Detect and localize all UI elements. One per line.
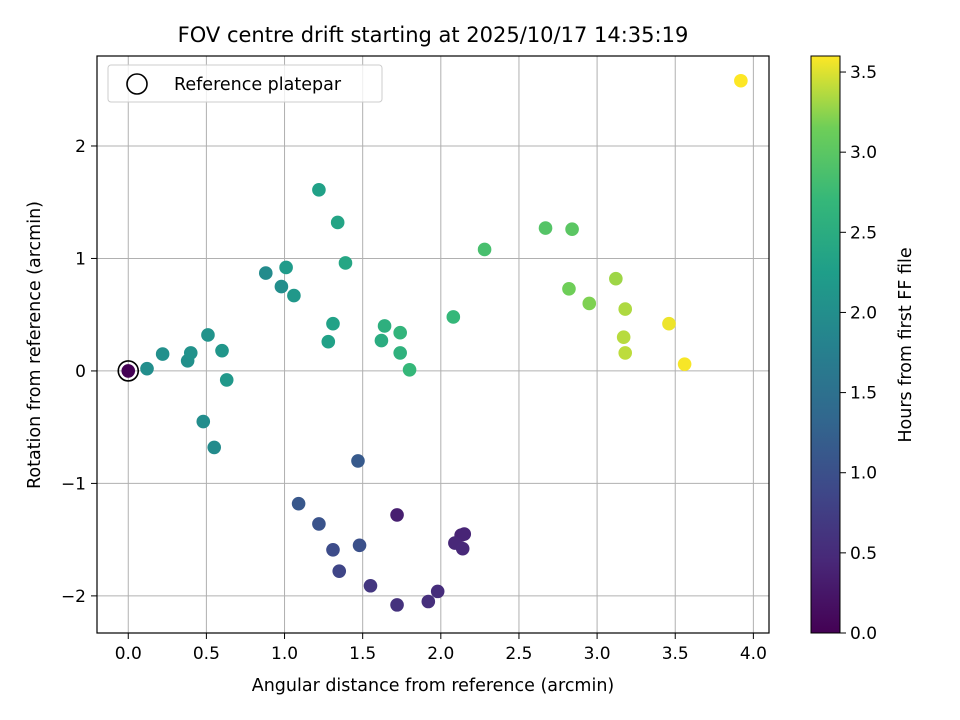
legend: Reference platepar — [107, 64, 383, 103]
data-point — [258, 266, 273, 280]
y-axis: −2 −1 0 1 2 — [61, 137, 97, 607]
x-tick-label: 4.0 — [740, 644, 767, 664]
x-axis-label: Angular distance from reference (arcmin) — [252, 676, 615, 696]
data-point — [332, 564, 347, 578]
y-tick-label: 1 — [75, 249, 86, 269]
data-point — [565, 222, 579, 237]
data-point — [183, 346, 198, 360]
colorbar-tick-label: 3.5 — [850, 63, 877, 83]
scatter-points — [117, 73, 748, 612]
y-tick-label: −2 — [61, 587, 86, 607]
y-tick-label: 0 — [75, 362, 86, 382]
data-point — [291, 496, 306, 511]
colorbar-tick-label: 2.5 — [850, 223, 877, 243]
colorbar-tick-label: 0.0 — [850, 624, 877, 644]
colorbar-tick-label: 2.0 — [850, 303, 877, 323]
data-point — [121, 364, 136, 378]
data-point — [662, 316, 676, 331]
data-point — [219, 373, 234, 387]
colorbar-tick-label: 3.0 — [850, 143, 877, 163]
data-point — [582, 296, 597, 311]
data-point — [618, 302, 633, 316]
colorbar-gradient — [810, 55, 841, 634]
y-tick-label: −1 — [61, 474, 86, 494]
y-tick-label: 2 — [75, 137, 86, 157]
data-point — [616, 330, 631, 344]
colorbar-ticks: 0.0 0.5 1.0 1.5 2.0 2.5 3.0 3.5 — [840, 63, 877, 644]
data-point — [326, 542, 340, 557]
data-point — [455, 541, 470, 556]
data-point — [155, 347, 170, 361]
legend-reference-marker — [126, 73, 148, 95]
colorbar-tick-label: 0.5 — [850, 544, 877, 564]
data-point — [609, 271, 623, 286]
data-point — [734, 73, 748, 88]
legend-entry-reference-platepar: Reference platepar — [174, 75, 342, 95]
plot-area — [97, 56, 769, 633]
colorbar-label: Hours from first FF file — [896, 247, 916, 442]
data-point — [326, 316, 340, 331]
data-point — [457, 527, 472, 541]
x-tick-label: 1.5 — [349, 644, 376, 664]
data-point — [562, 282, 576, 296]
x-tick-label: 0.5 — [193, 644, 220, 664]
data-point — [618, 346, 633, 360]
reference-marker — [117, 360, 140, 382]
data-point — [140, 361, 154, 376]
x-tick-label: 0.0 — [115, 644, 142, 664]
x-tick-label: 2.5 — [505, 644, 532, 664]
data-point — [421, 594, 436, 609]
data-point — [330, 215, 345, 230]
data-point — [196, 414, 211, 429]
data-point — [430, 584, 445, 599]
colorbar-tick-label: 1.5 — [850, 384, 877, 404]
data-point — [393, 325, 407, 340]
data-point — [393, 346, 407, 360]
y-axis-label: Rotation from reference (arcmin) — [25, 201, 45, 489]
data-point — [377, 319, 392, 333]
x-tick-label: 3.5 — [662, 644, 689, 664]
data-point — [538, 221, 553, 235]
colorbar: 0.0 0.5 1.0 1.5 2.0 2.5 3.0 3.5 Hours from firs… — [810, 55, 916, 644]
data-point — [402, 363, 417, 377]
data-point — [338, 256, 353, 270]
x-tick-label: 1.0 — [271, 644, 298, 664]
chart-title: FOV centre drift starting at 2025/10/17 … — [178, 23, 689, 47]
data-point — [215, 343, 229, 358]
data-point — [207, 440, 222, 455]
data-point — [201, 328, 215, 342]
data-point — [351, 454, 365, 468]
data-point — [446, 310, 461, 324]
colorbar-tick-label: 1.0 — [850, 464, 877, 484]
data-point — [312, 517, 326, 531]
data-point — [390, 598, 404, 612]
data-point — [390, 508, 404, 522]
data-point — [274, 279, 289, 294]
data-point — [363, 578, 378, 593]
data-point — [312, 183, 326, 197]
data-point — [677, 357, 692, 371]
plot-frame — [96, 55, 770, 634]
x-tick-label: 2.0 — [427, 644, 454, 664]
data-point — [279, 260, 293, 275]
data-point — [477, 242, 492, 257]
data-point — [321, 334, 336, 349]
data-point — [374, 333, 389, 348]
data-point — [352, 538, 367, 553]
legend-box — [107, 64, 383, 103]
x-tick-label: 3.0 — [584, 644, 611, 664]
x-axis: 0.0 0.5 1.0 1.5 2.0 2.5 3.0 3.5 4.0 — [115, 633, 767, 664]
grid — [97, 56, 769, 633]
data-point — [287, 288, 301, 303]
